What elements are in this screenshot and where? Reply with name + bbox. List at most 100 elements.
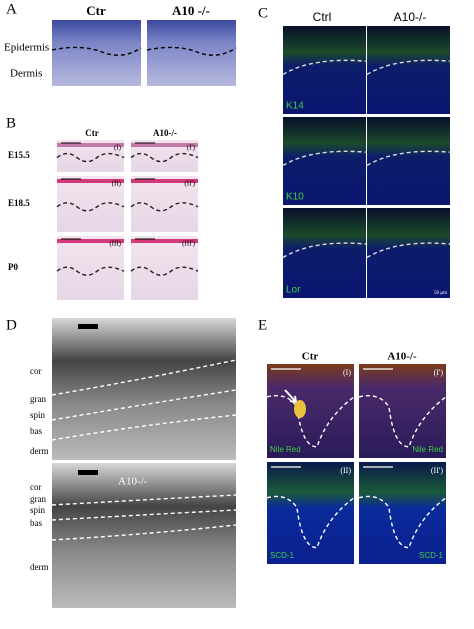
epidermis-band bbox=[131, 239, 198, 243]
image-label: A10-/- bbox=[118, 476, 148, 488]
micrograph bbox=[267, 364, 354, 458]
micrograph bbox=[57, 176, 124, 232]
stain-label: K10 bbox=[286, 192, 304, 203]
boundary-line bbox=[51, 389, 237, 421]
boundary-line bbox=[56, 202, 125, 212]
micrograph bbox=[267, 462, 354, 564]
image-label: (I') bbox=[187, 144, 196, 152]
column-header: Ctrl bbox=[313, 10, 332, 24]
layer-label: bas bbox=[30, 518, 42, 528]
micrograph bbox=[131, 236, 198, 300]
layer-label: spin bbox=[30, 410, 46, 420]
micrograph bbox=[131, 176, 198, 232]
image-label: (II') bbox=[184, 180, 195, 188]
micrograph bbox=[367, 208, 450, 298]
boundary-line bbox=[51, 524, 237, 541]
region-label: Epidermis bbox=[4, 42, 49, 54]
image-label: (I) bbox=[114, 144, 122, 152]
row-label: P0 bbox=[8, 262, 18, 272]
image-label: (III) bbox=[109, 240, 121, 248]
epidermis-band bbox=[131, 143, 198, 147]
column-header: A10-/- bbox=[387, 351, 417, 363]
scale-label: 50 µm bbox=[434, 291, 447, 296]
boundary-line bbox=[56, 266, 125, 276]
micrograph bbox=[52, 20, 141, 86]
scale-bar bbox=[78, 324, 98, 329]
image-label: (III') bbox=[182, 240, 196, 248]
epidermis-band bbox=[57, 143, 124, 147]
boundary-line bbox=[366, 59, 451, 76]
image-label: (I) bbox=[343, 368, 351, 377]
panel-label: D bbox=[6, 317, 17, 333]
boundary-line bbox=[51, 494, 237, 506]
stain-label: SCD-1 bbox=[419, 551, 444, 560]
column-header: Ctr bbox=[302, 351, 319, 363]
boundary-line bbox=[146, 46, 237, 56]
stain-label: SCD-1 bbox=[270, 551, 295, 560]
row-label: E15.5 bbox=[8, 150, 30, 160]
image-label: (I') bbox=[434, 368, 444, 377]
epidermis-band bbox=[57, 239, 124, 243]
epidermis-band bbox=[131, 179, 198, 183]
micrograph bbox=[57, 236, 124, 300]
region-label: Dermis bbox=[10, 68, 42, 80]
column-header: A10-/- bbox=[153, 128, 177, 138]
stain-label: K14 bbox=[286, 101, 304, 112]
micrograph bbox=[52, 318, 236, 460]
panel-label: A bbox=[6, 1, 17, 17]
boundary-line bbox=[266, 394, 355, 448]
image-label: (II) bbox=[112, 180, 122, 188]
boundary-line bbox=[51, 414, 237, 441]
layer-label: cor bbox=[30, 482, 42, 492]
layer-label: derm bbox=[30, 562, 49, 572]
boundary-line bbox=[358, 394, 447, 448]
layer-label: bas bbox=[30, 426, 42, 436]
micrograph bbox=[359, 364, 446, 458]
arrow bbox=[284, 389, 297, 403]
boundary-line bbox=[130, 152, 199, 163]
boundary-line bbox=[366, 150, 451, 167]
micrograph bbox=[367, 26, 450, 114]
layer-label: cor bbox=[30, 366, 42, 376]
image-label: (II') bbox=[431, 466, 443, 475]
micrograph bbox=[147, 20, 236, 86]
layer-label: spin bbox=[30, 505, 46, 515]
boundary-line bbox=[51, 509, 237, 521]
micrograph bbox=[283, 26, 366, 114]
column-header: Ctr bbox=[86, 3, 106, 18]
panel-label: B bbox=[6, 115, 16, 131]
scale-bar bbox=[78, 470, 98, 475]
panel-label: E bbox=[258, 317, 267, 333]
panel-label: C bbox=[258, 5, 268, 21]
image-label: (II) bbox=[340, 466, 351, 475]
boundary-line bbox=[366, 242, 451, 259]
boundary-line bbox=[130, 202, 199, 212]
stain-label: Nile Red bbox=[270, 445, 301, 454]
boundary-line bbox=[282, 242, 367, 259]
boundary-line bbox=[282, 59, 367, 76]
boundary-line bbox=[282, 150, 367, 167]
layer-label: gran bbox=[30, 494, 46, 504]
boundary-line bbox=[358, 495, 447, 549]
micrograph bbox=[359, 462, 446, 564]
micrograph bbox=[283, 117, 366, 205]
boundary-line bbox=[51, 46, 142, 56]
column-header: A10 -/- bbox=[172, 3, 210, 18]
layer-label: gran bbox=[30, 394, 46, 404]
boundary-line bbox=[266, 495, 355, 549]
row-label: E18.5 bbox=[8, 198, 30, 208]
boundary-line bbox=[56, 152, 125, 163]
stain-label: Nile Red bbox=[412, 445, 443, 454]
micrograph bbox=[52, 463, 236, 608]
stain-label: Lor bbox=[286, 285, 301, 296]
layer-label: derm bbox=[30, 446, 49, 456]
epidermis-band bbox=[57, 179, 124, 183]
micrograph bbox=[283, 208, 366, 298]
boundary-line bbox=[130, 266, 199, 276]
gland bbox=[294, 400, 306, 418]
column-header: Ctr bbox=[85, 128, 99, 138]
column-header: A10-/- bbox=[394, 10, 427, 24]
boundary-line bbox=[51, 359, 237, 396]
micrograph bbox=[367, 117, 450, 205]
